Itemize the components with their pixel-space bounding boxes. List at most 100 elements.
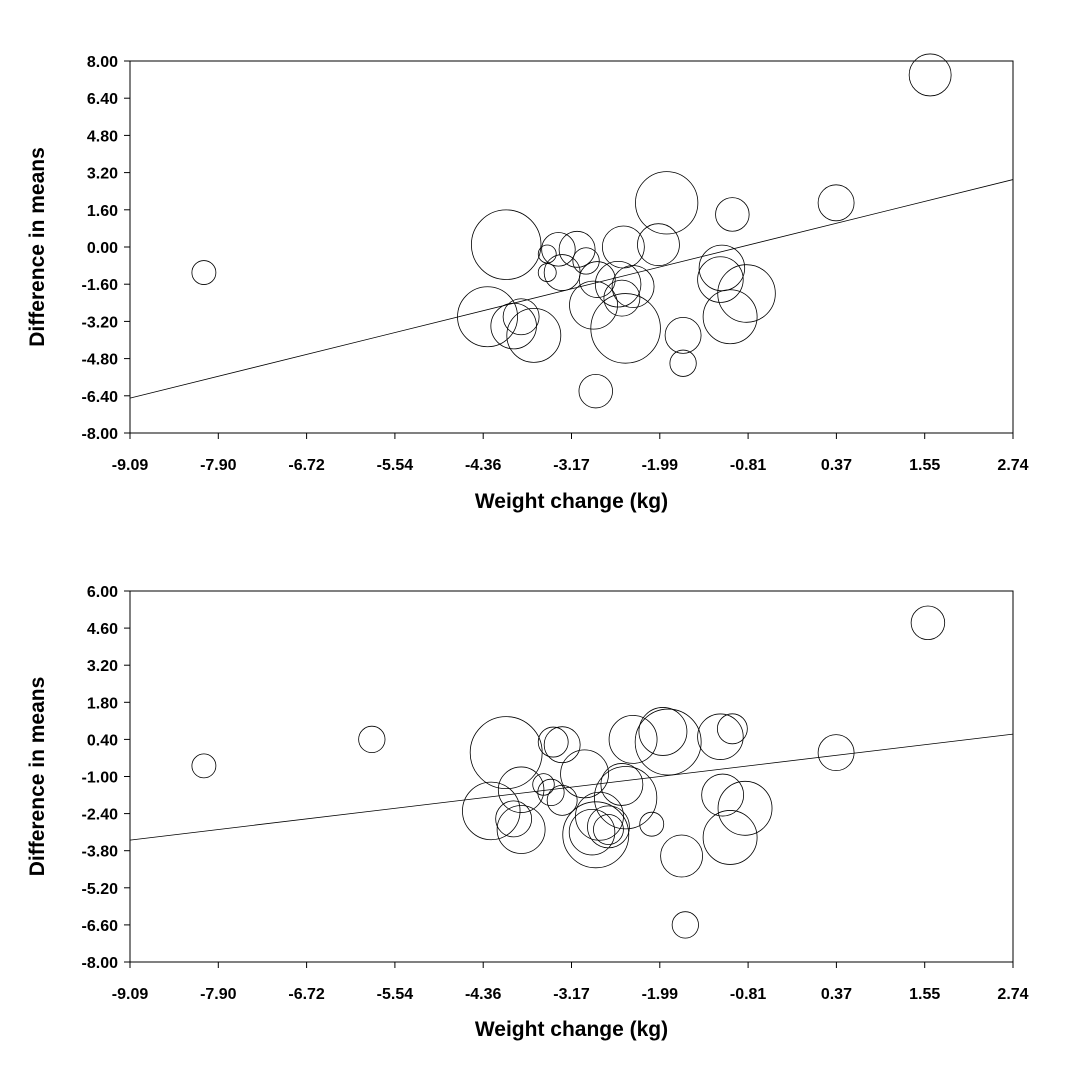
bubble-point bbox=[502, 298, 540, 336]
regression-line bbox=[129, 179, 1014, 399]
bubble-point bbox=[462, 781, 521, 841]
chart-bottom-svg: 6.00 4.60 3.20 1.80 0.40 -1.00 -2.40 -3.80 -5.20… bbox=[26, 584, 1029, 1041]
y-tick-label: 1.80 bbox=[87, 695, 118, 712]
bubble-point bbox=[358, 725, 386, 753]
bubble-point bbox=[497, 766, 545, 813]
bubble-point bbox=[594, 261, 642, 308]
bubble-point bbox=[562, 801, 630, 869]
y-tick-label: -5.20 bbox=[82, 881, 119, 898]
bubble-point bbox=[664, 316, 702, 354]
bubble-point bbox=[578, 373, 613, 409]
bubble-point bbox=[702, 810, 758, 865]
bubble-point bbox=[638, 707, 688, 756]
y-tick-label: -3.20 bbox=[82, 314, 119, 331]
bubble-point bbox=[590, 293, 661, 364]
bubble-point bbox=[908, 53, 952, 97]
x-tick-label: -3.17 bbox=[553, 986, 590, 1003]
x-tick-label: 2.74 bbox=[997, 457, 1028, 474]
x-tick-label: -9.09 bbox=[112, 986, 149, 1003]
bubble-point bbox=[716, 713, 748, 745]
bubble-point bbox=[910, 605, 946, 640]
bubble-point bbox=[541, 232, 576, 267]
plot-frame bbox=[129, 590, 1014, 963]
x-tick-label: -3.17 bbox=[553, 457, 590, 474]
bubble-point bbox=[572, 247, 600, 275]
y-tick-label: -4.80 bbox=[82, 352, 119, 369]
x-tick-label: -0.81 bbox=[730, 457, 767, 474]
x-tick-label: -7.90 bbox=[200, 986, 237, 1003]
bubble-point bbox=[717, 264, 776, 323]
bubble-point bbox=[702, 289, 758, 345]
bubble-point bbox=[546, 784, 578, 816]
y-tick-label: 0.00 bbox=[87, 240, 118, 257]
regression-line bbox=[129, 733, 1014, 841]
bubble-point bbox=[639, 811, 665, 837]
x-tick-label: -9.09 bbox=[112, 457, 149, 474]
bubble-point bbox=[537, 263, 557, 282]
x-tick-label: -7.90 bbox=[200, 457, 237, 474]
y-tick-label: 3.20 bbox=[87, 166, 118, 183]
bubble-point bbox=[701, 773, 745, 817]
y-tick-label: -8.00 bbox=[82, 426, 119, 443]
bubble-point bbox=[537, 244, 557, 264]
chart-top: 8.00 6.40 4.80 3.20 1.60 0.00 -1.60 -3.20 -4.80 -… bbox=[0, 0, 1080, 530]
bubble-point bbox=[543, 254, 581, 291]
bubble-point bbox=[537, 726, 569, 758]
x-axis-title: Weight change (kg) bbox=[475, 490, 668, 513]
bubble-point bbox=[611, 265, 655, 308]
y-tick-label: -6.40 bbox=[82, 389, 119, 406]
bubble-point bbox=[469, 716, 543, 790]
bubble-point bbox=[191, 753, 217, 779]
chart-top-svg: 8.00 6.40 4.80 3.20 1.60 0.00 -1.60 -3.20 -4.80 -… bbox=[26, 53, 1029, 513]
y-axis-title: Difference in means bbox=[26, 677, 49, 877]
y-tick-label: 6.40 bbox=[87, 91, 118, 108]
bubble-point bbox=[660, 834, 703, 878]
y-tick-label: -1.60 bbox=[82, 277, 119, 294]
x-tick-label: -6.72 bbox=[288, 457, 325, 474]
x-tick-label: -6.72 bbox=[288, 986, 325, 1003]
plot-layer-bottom: 6.00 4.60 3.20 1.80 0.40 -1.00 -2.40 -3.80 -5.20… bbox=[26, 584, 1029, 1041]
y-tick-label: 6.00 bbox=[87, 584, 118, 601]
x-tick-label: 0.37 bbox=[821, 457, 852, 474]
x-tick-label: 1.55 bbox=[909, 457, 940, 474]
bubble-point bbox=[717, 780, 773, 836]
y-axis-title: Difference in means bbox=[26, 147, 49, 347]
y-tick-label: -8.00 bbox=[82, 955, 119, 972]
bubble-point bbox=[506, 307, 562, 363]
bubble-point bbox=[637, 223, 680, 267]
bubble-point bbox=[470, 209, 542, 280]
x-tick-label: -1.99 bbox=[642, 986, 679, 1003]
x-tick-label: -4.36 bbox=[465, 457, 502, 474]
y-tick-label: -6.60 bbox=[82, 918, 119, 935]
bubble-point bbox=[669, 349, 697, 377]
bubble-point bbox=[715, 197, 750, 232]
bubble-point bbox=[537, 778, 565, 806]
chart-bottom: 6.00 4.60 3.20 1.80 0.40 -1.00 -2.40 -3.80 -5.20… bbox=[0, 530, 1080, 1065]
x-tick-label: -1.99 bbox=[642, 457, 679, 474]
bubble-point bbox=[634, 708, 702, 776]
y-tick-label: -3.80 bbox=[82, 844, 119, 861]
bubble-point bbox=[600, 763, 644, 806]
bubble-point bbox=[191, 260, 217, 285]
bubble-point bbox=[578, 261, 616, 298]
bubble-point bbox=[558, 230, 596, 268]
bubble-point bbox=[594, 766, 658, 830]
y-tick-label: -1.00 bbox=[82, 770, 119, 787]
x-tick-label: 2.74 bbox=[997, 986, 1028, 1003]
y-tick-label: 4.60 bbox=[87, 621, 118, 638]
bubble-point bbox=[697, 256, 744, 303]
bubble-point bbox=[593, 814, 624, 845]
plot-layer-top: 8.00 6.40 4.80 3.20 1.60 0.00 -1.60 -3.20 -4.80 -… bbox=[26, 53, 1029, 513]
bubble-point bbox=[490, 302, 537, 350]
bubble-point bbox=[671, 911, 699, 939]
plot-frame bbox=[129, 60, 1014, 434]
x-tick-label: -0.81 bbox=[730, 986, 767, 1003]
y-tick-label: 1.60 bbox=[87, 203, 118, 220]
x-axis-title: Weight change (kg) bbox=[475, 1018, 668, 1041]
x-tick-label: 1.55 bbox=[909, 986, 940, 1003]
x-tick-label: -5.54 bbox=[377, 457, 414, 474]
bubble-point bbox=[569, 280, 618, 330]
y-tick-label: 8.00 bbox=[87, 54, 118, 71]
bubble-point bbox=[496, 805, 546, 854]
bubble-point bbox=[635, 171, 699, 235]
